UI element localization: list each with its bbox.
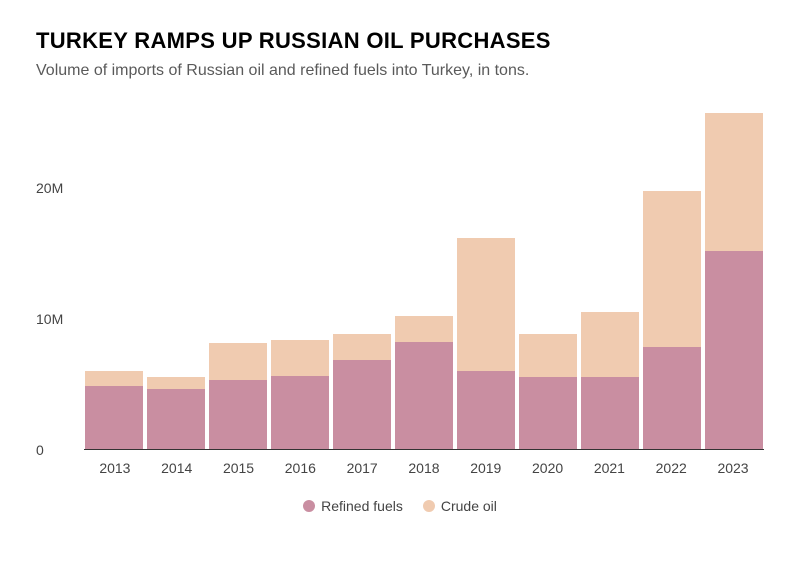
bar-segment-refined bbox=[581, 377, 639, 449]
bar-column bbox=[581, 110, 639, 449]
bar-segment-crude bbox=[85, 371, 143, 387]
bar-segment-crude bbox=[643, 191, 701, 347]
legend-label-refined: Refined fuels bbox=[321, 498, 403, 514]
bar-segment-refined bbox=[643, 347, 701, 449]
chart-subtitle: Volume of imports of Russian oil and ref… bbox=[36, 62, 764, 80]
legend-swatch-refined bbox=[303, 500, 315, 512]
bar-segment-refined bbox=[271, 376, 329, 449]
x-tick: 2016 bbox=[269, 450, 331, 490]
legend-swatch-crude bbox=[423, 500, 435, 512]
x-tick: 2017 bbox=[331, 450, 393, 490]
bar-column bbox=[271, 110, 329, 449]
bar-column bbox=[85, 110, 143, 449]
x-tick: 2018 bbox=[393, 450, 455, 490]
bar-segment-refined bbox=[457, 371, 515, 449]
bar-column bbox=[147, 110, 205, 449]
x-tick: 2013 bbox=[84, 450, 146, 490]
bar-column bbox=[519, 110, 577, 449]
chart-title: TURKEY RAMPS UP RUSSIAN OIL PURCHASES bbox=[36, 28, 764, 54]
legend: Refined fuels Crude oil bbox=[36, 498, 764, 514]
bar-segment-refined bbox=[85, 386, 143, 449]
y-axis: 010M20M bbox=[36, 110, 84, 450]
bar-column bbox=[395, 110, 453, 449]
bar-segment-crude bbox=[395, 316, 453, 342]
legend-item-refined: Refined fuels bbox=[303, 498, 403, 514]
legend-item-crude: Crude oil bbox=[423, 498, 497, 514]
y-tick: 10M bbox=[36, 311, 63, 327]
bar-segment-refined bbox=[209, 380, 267, 449]
bar-column bbox=[643, 110, 701, 449]
bar-segment-crude bbox=[519, 334, 577, 377]
bar-segment-crude bbox=[209, 343, 267, 380]
plot-area bbox=[84, 110, 764, 450]
x-tick: 2015 bbox=[208, 450, 270, 490]
bar-segment-refined bbox=[333, 360, 391, 449]
x-tick: 2019 bbox=[455, 450, 517, 490]
bar-segment-crude bbox=[581, 312, 639, 377]
bar-column bbox=[333, 110, 391, 449]
bar-segment-refined bbox=[705, 251, 763, 449]
x-tick: 2023 bbox=[702, 450, 764, 490]
x-tick: 2014 bbox=[146, 450, 208, 490]
bar-segment-crude bbox=[333, 334, 391, 360]
x-axis: 2013201420152016201720182019202020212022… bbox=[84, 450, 764, 490]
y-tick: 20M bbox=[36, 180, 63, 196]
x-tick: 2021 bbox=[579, 450, 641, 490]
bar-segment-refined bbox=[147, 389, 205, 449]
bar-segment-refined bbox=[519, 377, 577, 449]
bar-segment-refined bbox=[395, 342, 453, 449]
bar-segment-crude bbox=[457, 238, 515, 371]
x-tick: 2020 bbox=[517, 450, 579, 490]
bar-segment-crude bbox=[147, 377, 205, 389]
bar-segment-crude bbox=[271, 340, 329, 377]
bar-segment-crude bbox=[705, 113, 763, 251]
chart-area: 0 10M 20M 20132014201520162017201820192020… bbox=[36, 110, 764, 490]
bar-column bbox=[209, 110, 267, 449]
y-tick: 0 bbox=[36, 442, 44, 458]
bar-column bbox=[457, 110, 515, 449]
bar-column bbox=[705, 110, 763, 449]
legend-label-crude: Crude oil bbox=[441, 498, 497, 514]
x-tick: 2022 bbox=[640, 450, 702, 490]
